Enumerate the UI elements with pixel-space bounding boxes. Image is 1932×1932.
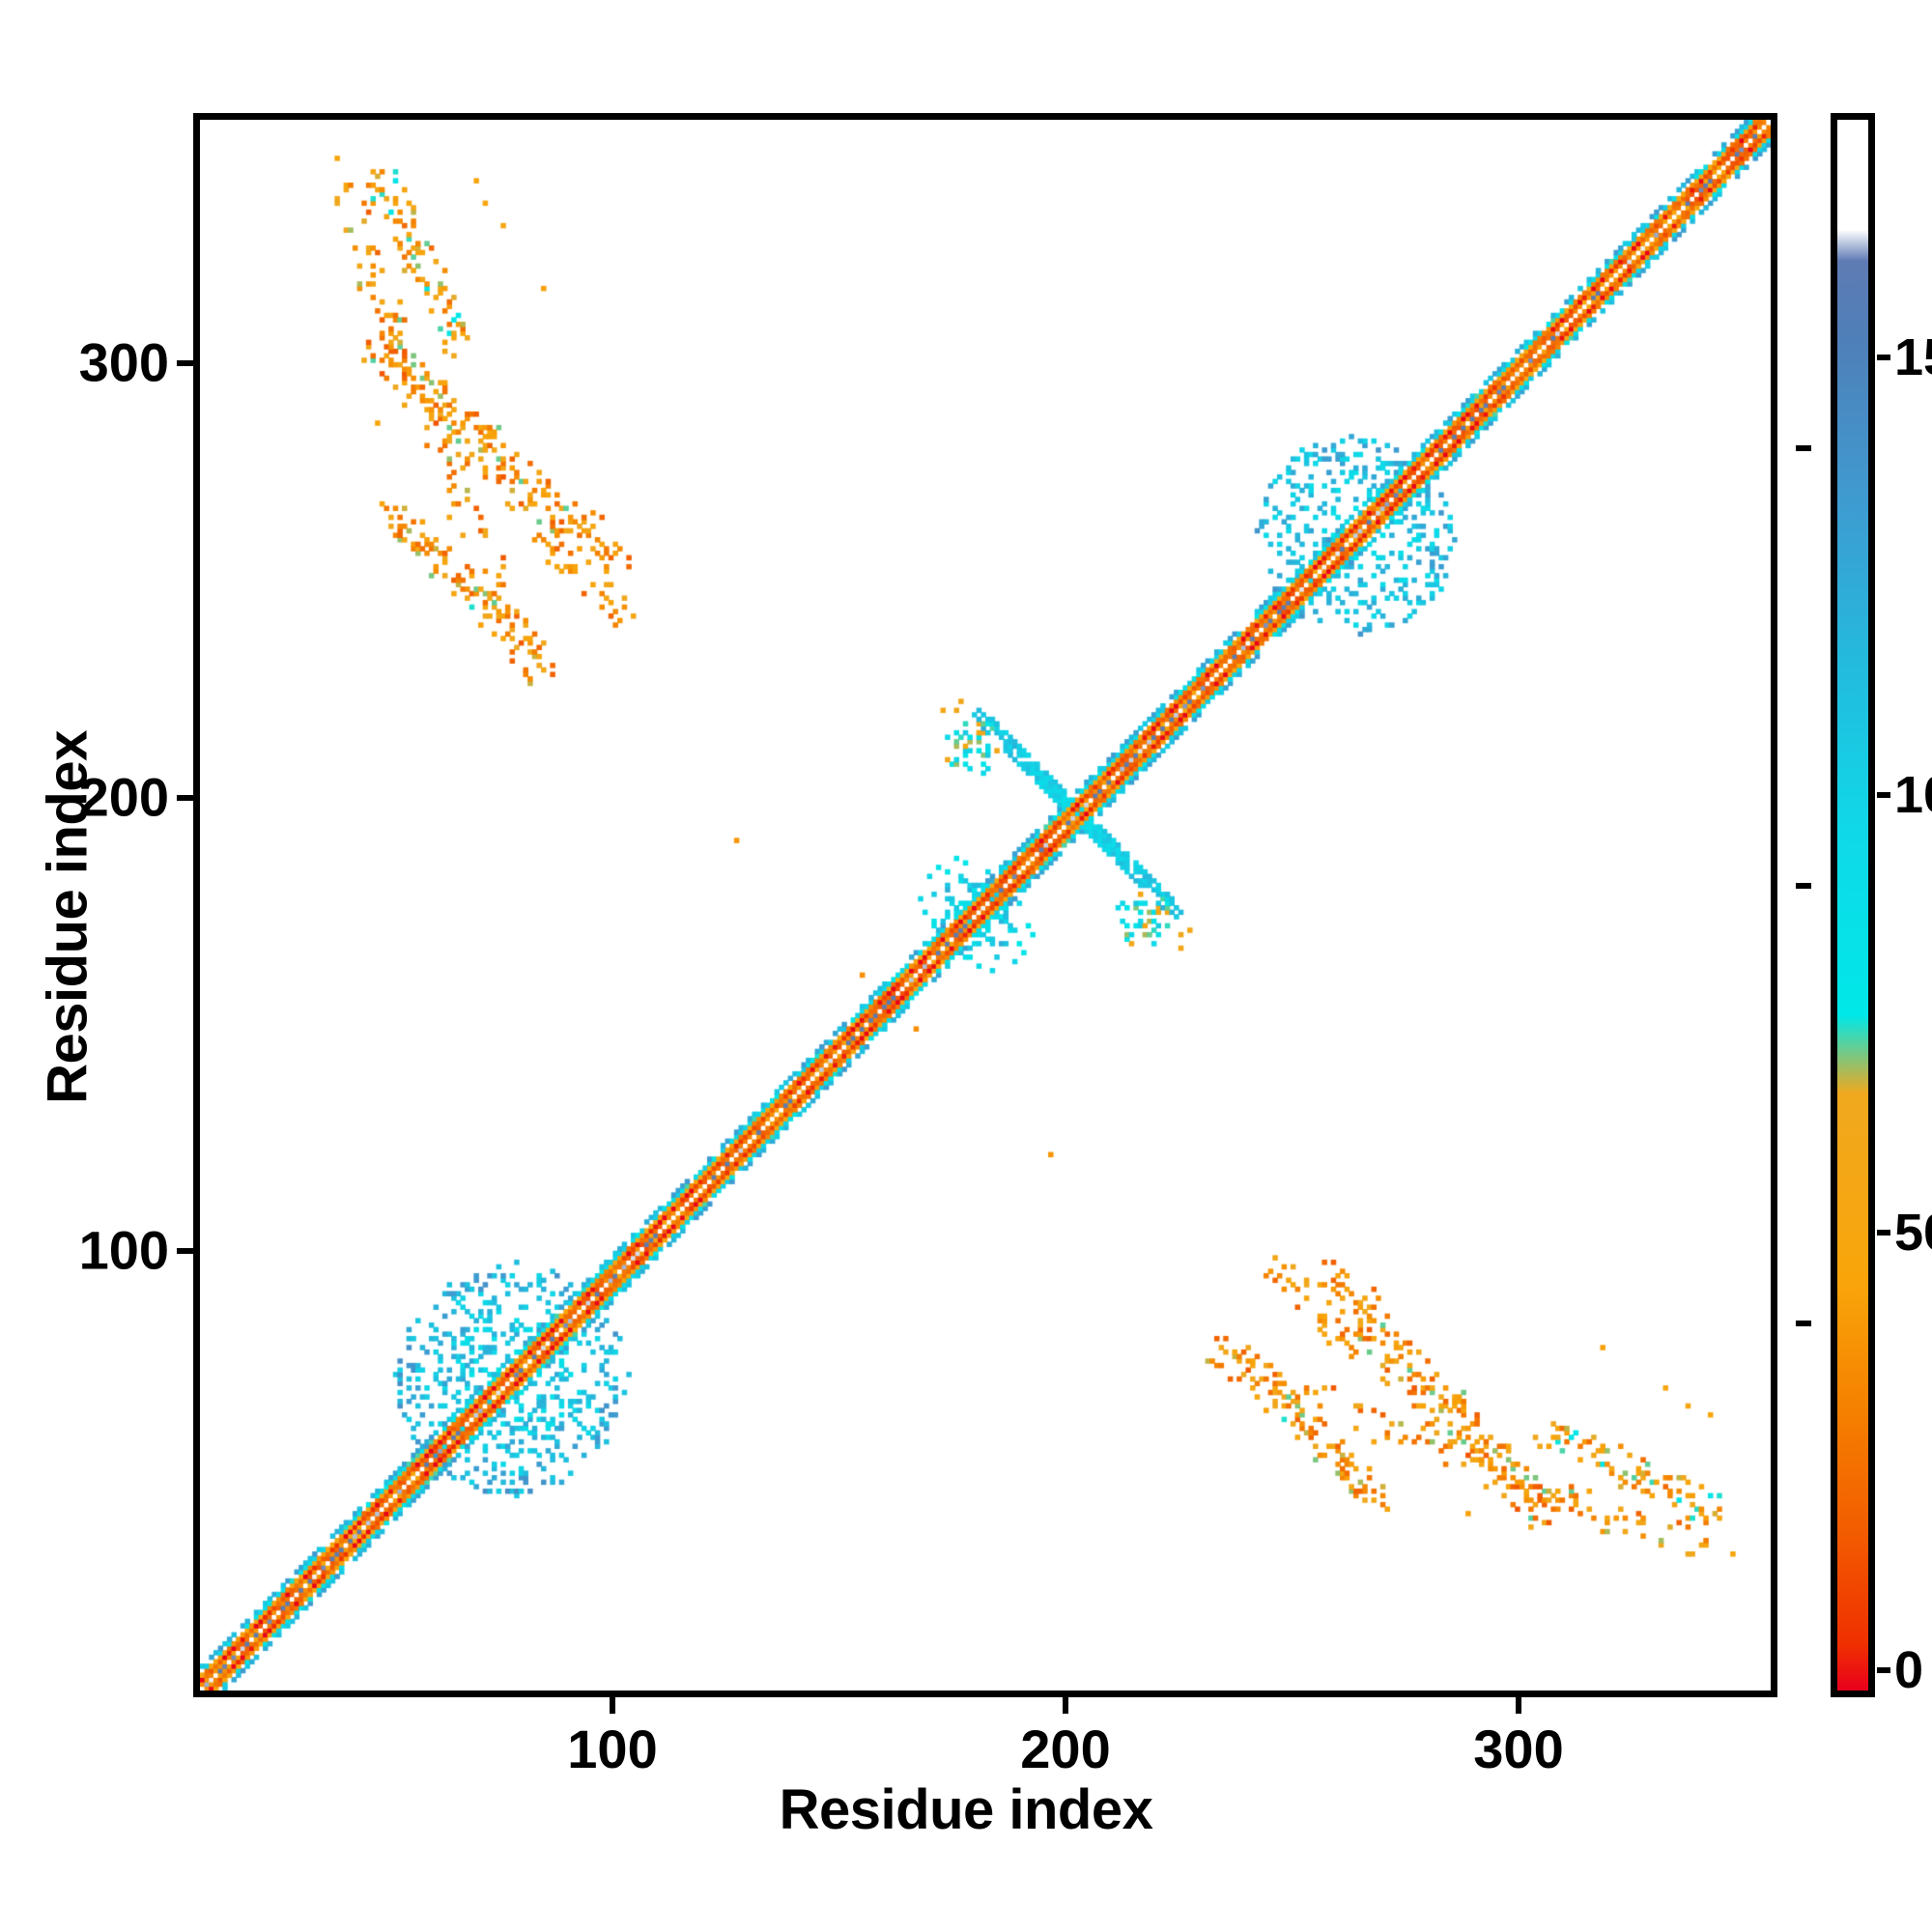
y-tickmark-300 xyxy=(177,360,193,366)
colorbar-label-150: 150 xyxy=(1894,328,1932,386)
colorbar-label-100: 100 xyxy=(1894,766,1932,824)
x-tick-label-100: 100 xyxy=(567,1719,658,1779)
colorbar-tickmark-100 xyxy=(1877,792,1890,798)
colorbar[interactable]: 150 100 50 0 xyxy=(1796,113,1932,1699)
y-tickmark-100 xyxy=(177,1248,193,1254)
colorbar-outer-tick-100 xyxy=(1796,883,1811,889)
x-tickmark-100 xyxy=(610,1697,615,1714)
heatmap-plot-area[interactable] xyxy=(193,113,1777,1697)
colorbar-gradient xyxy=(1831,113,1875,1697)
y-axis-title: Residue index xyxy=(36,730,99,1104)
colorbar-tickmark-150 xyxy=(1877,355,1890,360)
x-tickmark-300 xyxy=(1516,1697,1521,1714)
colorbar-label-0: 0 xyxy=(1894,1641,1924,1699)
x-tick-label-300: 300 xyxy=(1473,1719,1564,1779)
y-tickmark-200 xyxy=(177,795,193,801)
y-tick-label-200: 200 xyxy=(78,766,169,828)
colorbar-outer-tick-150 xyxy=(1796,445,1811,451)
x-axis-title: Residue index xyxy=(779,1778,1153,1841)
y-tick-label-100: 100 xyxy=(78,1219,169,1281)
contact-map-heatmap[interactable] xyxy=(200,120,1771,1690)
colorbar-tickmark-0 xyxy=(1877,1667,1890,1673)
colorbar-label-50: 50 xyxy=(1894,1204,1932,1262)
x-tick-label-200: 200 xyxy=(1020,1719,1111,1779)
colorbar-outer-tick-50 xyxy=(1796,1321,1811,1326)
colorbar-tickmark-50 xyxy=(1877,1230,1890,1236)
y-tick-label-300: 300 xyxy=(78,331,169,393)
x-tickmark-200 xyxy=(1063,1697,1068,1714)
